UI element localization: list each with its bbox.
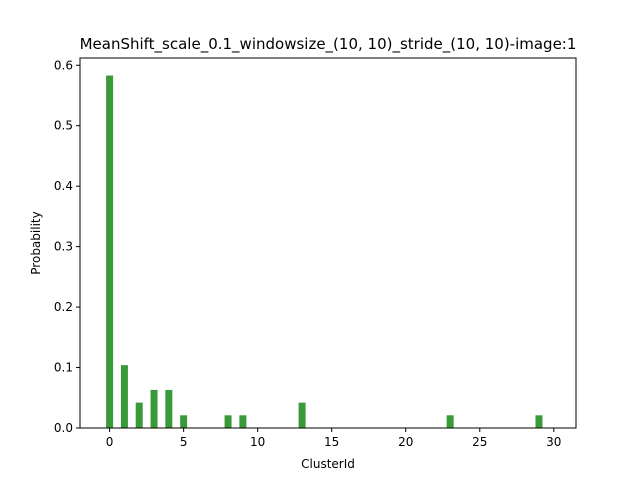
bar-cluster-4 bbox=[165, 389, 173, 428]
y-tick-label: 0.4 bbox=[54, 179, 73, 193]
bar-cluster-9 bbox=[239, 415, 247, 428]
y-tick-label: 0.1 bbox=[54, 361, 73, 375]
y-tick-label: 0.3 bbox=[54, 240, 73, 254]
bar-cluster-3 bbox=[150, 389, 158, 428]
y-tick-label: 0.5 bbox=[54, 119, 73, 133]
x-tick-label: 25 bbox=[472, 435, 487, 449]
bar-cluster-1 bbox=[120, 365, 128, 428]
bar-cluster-8 bbox=[224, 415, 232, 428]
y-tick-label: 0.2 bbox=[54, 300, 73, 314]
plot-frame bbox=[79, 57, 577, 429]
bars-group bbox=[106, 75, 543, 428]
bar-cluster-13 bbox=[298, 402, 306, 428]
bar-cluster-5 bbox=[180, 415, 188, 428]
bar-cluster-29 bbox=[535, 415, 543, 428]
y-axis-label: Probability bbox=[29, 211, 43, 274]
x-tick-label: 20 bbox=[398, 435, 413, 449]
x-tick-label: 10 bbox=[250, 435, 265, 449]
x-tick-label: 0 bbox=[106, 435, 114, 449]
x-tick-label: 30 bbox=[546, 435, 561, 449]
y-tick-label: 0.0 bbox=[54, 421, 73, 435]
y-axis-ticks: 0.0 0.1 0.2 0.3 0.4 0.5 0.6 bbox=[54, 58, 80, 435]
chart-title: MeanShift_scale_0.1_windowsize_(10, 10)_… bbox=[80, 35, 577, 54]
bar-cluster-0 bbox=[106, 75, 114, 428]
x-tick-label: 5 bbox=[180, 435, 188, 449]
bar-cluster-23 bbox=[446, 415, 454, 428]
x-axis-label: ClusterId bbox=[301, 457, 355, 471]
y-tick-label: 0.6 bbox=[54, 58, 73, 72]
x-axis-ticks: 0 5 10 15 20 25 30 bbox=[106, 428, 561, 449]
bar-cluster-2 bbox=[135, 402, 143, 428]
x-tick-label: 15 bbox=[324, 435, 339, 449]
